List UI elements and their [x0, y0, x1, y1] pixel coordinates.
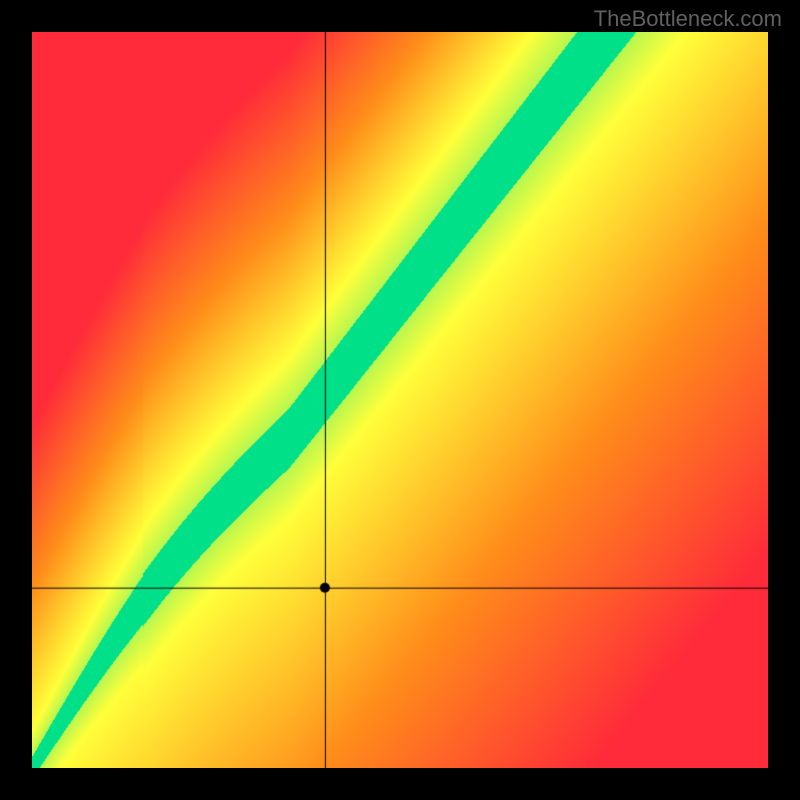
chart-container: TheBottleneck.com	[0, 0, 800, 800]
heatmap-plot	[32, 32, 768, 768]
watermark-text: TheBottleneck.com	[594, 6, 782, 32]
heatmap-canvas	[32, 32, 768, 768]
